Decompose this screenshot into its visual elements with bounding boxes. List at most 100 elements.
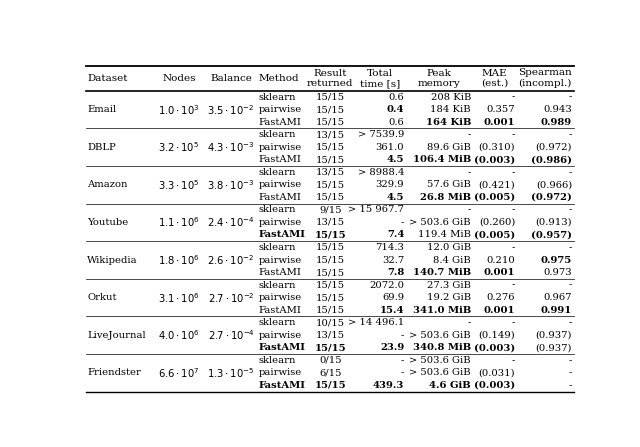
Text: -: - [401, 356, 404, 365]
Text: -: - [569, 356, 572, 365]
Text: pairwise: pairwise [259, 143, 302, 152]
Text: (0.972): (0.972) [536, 143, 572, 152]
Text: Wikipedia: Wikipedia [88, 256, 138, 265]
Text: -: - [569, 93, 572, 101]
Text: 164 KiB: 164 KiB [426, 118, 471, 127]
Text: -: - [569, 168, 572, 177]
Text: Result
returned: Result returned [307, 68, 353, 88]
Text: FastAMI: FastAMI [259, 381, 306, 390]
Text: -: - [401, 331, 404, 340]
Text: (0.003): (0.003) [474, 155, 515, 164]
Text: 0.967: 0.967 [543, 293, 572, 302]
Text: -: - [468, 130, 471, 139]
Text: 0.001: 0.001 [484, 268, 515, 277]
Text: $4.3 \cdot 10^{-3}$: $4.3 \cdot 10^{-3}$ [207, 140, 255, 154]
Text: sklearn: sklearn [259, 93, 296, 101]
Text: 15/15: 15/15 [316, 180, 345, 190]
Text: $1.1 \cdot 10^{6}$: $1.1 \cdot 10^{6}$ [158, 215, 200, 229]
Text: 0.001: 0.001 [484, 306, 515, 315]
Text: 15/15: 15/15 [316, 256, 345, 265]
Text: > 503.6 GiB: > 503.6 GiB [410, 218, 471, 227]
Text: -: - [569, 281, 572, 290]
Text: (0.966): (0.966) [536, 180, 572, 190]
Text: 15/15: 15/15 [316, 118, 345, 127]
Text: 106.4 MiB: 106.4 MiB [413, 155, 471, 164]
Text: 15/15: 15/15 [316, 281, 345, 290]
Text: 0.973: 0.973 [543, 268, 572, 277]
Text: 13/15: 13/15 [316, 218, 345, 227]
Text: (0.986): (0.986) [531, 155, 572, 164]
Text: sklearn: sklearn [259, 243, 296, 252]
Text: 4.5: 4.5 [387, 155, 404, 164]
Text: -: - [401, 368, 404, 377]
Text: > 503.6 GiB: > 503.6 GiB [410, 368, 471, 377]
Text: FastAMI: FastAMI [259, 118, 301, 127]
Text: $3.3 \cdot 10^{5}$: $3.3 \cdot 10^{5}$ [158, 178, 200, 192]
Text: 714.3: 714.3 [375, 243, 404, 252]
Text: 7.4: 7.4 [387, 231, 404, 240]
Text: -: - [569, 318, 572, 327]
Text: 13/15: 13/15 [316, 130, 345, 139]
Text: sklearn: sklearn [259, 318, 296, 327]
Text: FastAMI: FastAMI [259, 268, 301, 277]
Text: sklearn: sklearn [259, 356, 296, 365]
Text: 184 KiB: 184 KiB [431, 105, 471, 114]
Text: 15.4: 15.4 [380, 306, 404, 315]
Text: $4.0 \cdot 10^{6}$: $4.0 \cdot 10^{6}$ [158, 329, 200, 342]
Text: (0.149): (0.149) [479, 331, 515, 340]
Text: -: - [569, 381, 572, 390]
Text: 140.7 MiB: 140.7 MiB [413, 268, 471, 277]
Text: 0/15: 0/15 [319, 356, 342, 365]
Text: 0.001: 0.001 [484, 118, 515, 127]
Text: 0.6: 0.6 [388, 118, 404, 127]
Text: 439.3: 439.3 [373, 381, 404, 390]
Text: 15/15: 15/15 [316, 306, 345, 315]
Text: 0.989: 0.989 [541, 118, 572, 127]
Text: $1.0 \cdot 10^{3}$: $1.0 \cdot 10^{3}$ [158, 103, 200, 117]
Text: 340.8 MiB: 340.8 MiB [413, 343, 471, 352]
Text: -: - [512, 243, 515, 252]
Text: $1.3 \cdot 10^{-5}$: $1.3 \cdot 10^{-5}$ [207, 366, 255, 380]
Text: 26.8 MiB: 26.8 MiB [420, 193, 471, 202]
Text: 0.991: 0.991 [541, 306, 572, 315]
Text: 13/15: 13/15 [316, 168, 345, 177]
Text: Orkut: Orkut [88, 293, 117, 302]
Text: pairwise: pairwise [259, 331, 302, 340]
Text: -: - [468, 168, 471, 177]
Text: Friendster: Friendster [88, 368, 141, 377]
Text: (0.003): (0.003) [474, 381, 515, 390]
Text: (0.310): (0.310) [479, 143, 515, 152]
Text: $3.2 \cdot 10^{5}$: $3.2 \cdot 10^{5}$ [158, 140, 200, 154]
Text: (0.260): (0.260) [479, 218, 515, 227]
Text: (0.005): (0.005) [474, 193, 515, 202]
Text: > 7539.9: > 7539.9 [358, 130, 404, 139]
Text: 8.4 GiB: 8.4 GiB [433, 256, 471, 265]
Text: 12.0 GiB: 12.0 GiB [427, 243, 471, 252]
Text: (0.913): (0.913) [536, 218, 572, 227]
Text: FastAMI: FastAMI [259, 193, 301, 202]
Text: -: - [569, 205, 572, 215]
Text: -: - [569, 243, 572, 252]
Text: pairwise: pairwise [259, 180, 302, 190]
Text: 341.0 MiB: 341.0 MiB [413, 306, 471, 315]
Text: 15/15: 15/15 [314, 343, 346, 352]
Text: Peak
memory: Peak memory [418, 68, 461, 88]
Text: > 14 496.1: > 14 496.1 [348, 318, 404, 327]
Text: 0.943: 0.943 [543, 105, 572, 114]
Text: > 503.6 GiB: > 503.6 GiB [410, 356, 471, 365]
Text: LiveJournal: LiveJournal [88, 331, 146, 340]
Text: Spearman
(incompl.): Spearman (incompl.) [518, 68, 572, 88]
Text: sklearn: sklearn [259, 205, 296, 215]
Text: 9/15: 9/15 [319, 205, 342, 215]
Text: MAE
(est.): MAE (est.) [481, 68, 508, 88]
Text: 4.5: 4.5 [387, 193, 404, 202]
Text: Dataset: Dataset [88, 74, 128, 83]
Text: 4.6 GiB: 4.6 GiB [429, 381, 471, 390]
Text: -: - [401, 218, 404, 227]
Text: pairwise: pairwise [259, 293, 302, 302]
Text: $6.6 \cdot 10^{7}$: $6.6 \cdot 10^{7}$ [158, 366, 200, 380]
Text: 0.6: 0.6 [388, 93, 404, 101]
Text: DBLP: DBLP [88, 143, 116, 152]
Text: pairwise: pairwise [259, 256, 302, 265]
Text: -: - [512, 130, 515, 139]
